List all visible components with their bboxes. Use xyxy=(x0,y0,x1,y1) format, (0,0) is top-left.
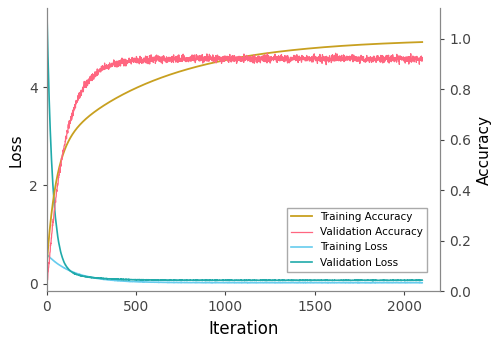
Legend: Training Accuracy, Validation Accuracy, Training Loss, Validation Loss: Training Accuracy, Validation Accuracy, … xyxy=(286,208,427,272)
Training Accuracy xyxy=(388,41,394,45)
Validation Accuracy xyxy=(110,63,116,67)
Line: Validation Loss: Validation Loss xyxy=(47,7,422,281)
Validation Accuracy xyxy=(110,64,116,68)
Training Loss xyxy=(110,278,116,282)
Training Loss xyxy=(345,281,351,285)
Validation Loss xyxy=(388,278,394,282)
Training Accuracy xyxy=(110,98,116,102)
Line: Training Loss: Training Loss xyxy=(47,254,422,283)
Y-axis label: Accuracy: Accuracy xyxy=(476,115,492,185)
Training Loss xyxy=(110,278,116,282)
Training Loss xyxy=(382,281,388,285)
Validation Accuracy xyxy=(345,56,351,60)
Line: Training Accuracy: Training Accuracy xyxy=(47,42,422,263)
Training Loss xyxy=(44,252,50,256)
Training Accuracy xyxy=(382,42,388,46)
Validation Accuracy xyxy=(44,286,50,290)
Training Accuracy xyxy=(419,40,425,44)
Training Loss xyxy=(419,281,425,285)
Training Accuracy xyxy=(345,43,351,47)
Validation Accuracy xyxy=(382,58,388,62)
Validation Loss xyxy=(110,277,116,281)
Y-axis label: Loss: Loss xyxy=(8,133,24,166)
Validation Loss xyxy=(44,5,50,9)
Validation Loss xyxy=(382,278,388,282)
Training Accuracy xyxy=(44,261,50,265)
Training Loss xyxy=(367,281,373,285)
Validation Loss xyxy=(259,278,265,282)
Validation Loss xyxy=(110,277,116,281)
Training Accuracy xyxy=(259,52,265,56)
Validation Accuracy xyxy=(388,58,394,62)
X-axis label: Iteration: Iteration xyxy=(208,320,278,338)
Line: Validation Accuracy: Validation Accuracy xyxy=(47,53,422,288)
Validation Loss xyxy=(419,278,425,282)
Training Loss xyxy=(388,281,394,285)
Training Loss xyxy=(259,281,265,285)
Training Accuracy xyxy=(110,98,116,102)
Validation Accuracy xyxy=(419,55,425,60)
Validation Loss xyxy=(345,278,351,282)
Validation Loss xyxy=(402,279,407,283)
Validation Accuracy xyxy=(259,58,265,62)
Validation Accuracy xyxy=(264,51,270,55)
